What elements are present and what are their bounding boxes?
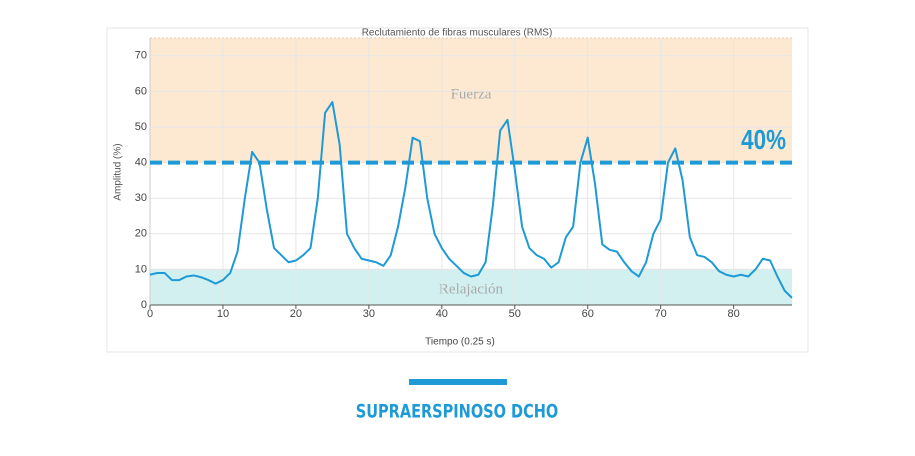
y-tick-label: 50 <box>135 121 147 133</box>
x-axis-label: Tiempo (0.25 s) <box>425 337 495 348</box>
band-label: Fuerza <box>451 87 492 103</box>
x-tick-label: 0 <box>147 308 153 320</box>
y-axis-label: Amplitud (%) <box>113 143 124 200</box>
y-tick-label: 10 <box>135 263 147 275</box>
x-tick-label: 40 <box>436 308 448 320</box>
x-tick-label: 70 <box>655 308 667 320</box>
y-tick-label: 20 <box>135 228 147 240</box>
y-tick-label: 0 <box>141 299 147 311</box>
x-tick-label: 50 <box>509 308 521 320</box>
band <box>150 38 792 163</box>
x-tick-label: 60 <box>582 308 594 320</box>
line <box>149 101 793 299</box>
band-label: Relajación <box>439 282 504 298</box>
x-tick-label: 30 <box>363 308 375 320</box>
y-tick-label: 60 <box>135 85 147 97</box>
y-tick-label: 40 <box>135 157 147 169</box>
x-tick-label: 80 <box>728 308 740 320</box>
plot: Fuerza Relajación 0 10 20 30 40 50 60 70 0 10 20 30 40… <box>135 37 793 320</box>
y-tick-label: 30 <box>135 192 147 204</box>
x-tick-label: 20 <box>290 308 302 320</box>
caption-bar <box>409 379 507 385</box>
x-tick-label: 10 <box>217 308 229 320</box>
band <box>150 269 792 305</box>
y-tick-label: 70 <box>135 50 147 62</box>
chart-title: Reclutamiento de fibras musculares (RMS) <box>362 28 553 39</box>
caption: SUPRAERSPINOSO DCHO <box>356 401 559 423</box>
threshold-label: 40% <box>741 125 786 156</box>
